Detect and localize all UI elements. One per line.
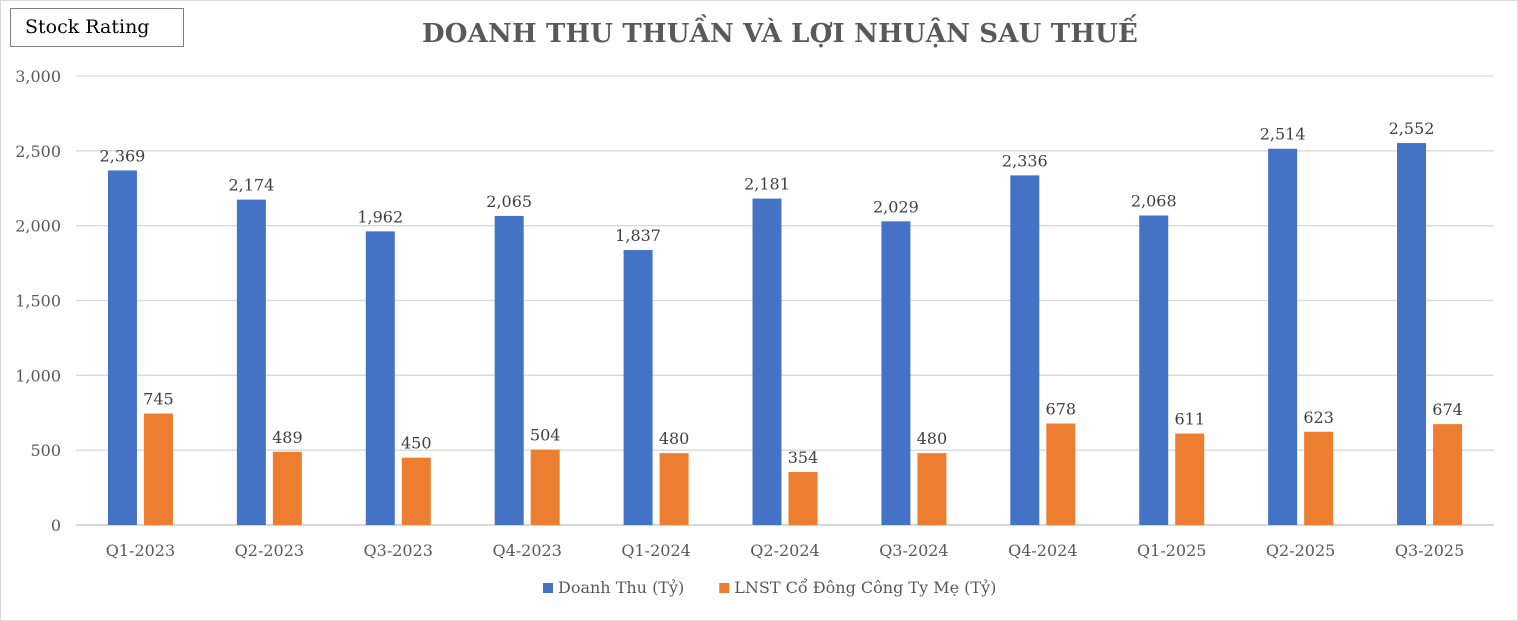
- legend-label: Doanh Thu (Tỷ): [558, 578, 684, 597]
- bar: [530, 449, 560, 525]
- bar: [401, 457, 431, 525]
- x-tick-label: Q3-2025: [1395, 541, 1464, 560]
- data-label: 2,181: [744, 175, 790, 194]
- bar: [1046, 423, 1076, 525]
- bar: [494, 215, 524, 525]
- bars: [107, 143, 1463, 526]
- data-label: 2,065: [486, 192, 532, 211]
- y-tick-label: 500: [30, 441, 61, 460]
- data-labels: 2,369 745 2,174 489 1,962 450 2,065 504 1,837 480…: [100, 119, 1463, 467]
- data-label: 504: [530, 426, 561, 445]
- chart-title: DOANH THU THUẦN VÀ LỢI NHUẬN SAU THUẾ: [422, 19, 1138, 49]
- data-label: 1,837: [615, 226, 661, 245]
- legend-swatch: [543, 583, 553, 593]
- x-tick-label: Q1-2023: [106, 541, 175, 560]
- x-tick-label: Q3-2024: [879, 541, 948, 560]
- bar: [1433, 424, 1463, 525]
- data-label: 1,962: [357, 207, 403, 226]
- data-label: 354: [788, 448, 819, 467]
- bar: [659, 453, 689, 525]
- data-label: 480: [917, 429, 948, 448]
- bar: [1175, 433, 1205, 525]
- x-tick-label: Q1-2024: [621, 541, 690, 560]
- y-tick-label: 2,000: [15, 217, 61, 236]
- x-tick-label: Q2-2023: [235, 541, 304, 560]
- y-tick-label: 1,500: [15, 292, 61, 311]
- data-label: 2,552: [1389, 119, 1435, 138]
- x-tick-label: Q2-2024: [750, 541, 819, 560]
- bar: [1268, 148, 1298, 525]
- y-tick-label: 2,500: [15, 142, 61, 161]
- data-label: 2,068: [1131, 191, 1177, 210]
- bar: [1397, 143, 1427, 525]
- bar: [365, 231, 395, 525]
- bar: [881, 221, 911, 525]
- bar: [107, 170, 137, 525]
- data-label: 2,029: [873, 197, 919, 216]
- x-tick-label: Q4-2023: [492, 541, 561, 560]
- gridlines: [76, 75, 1494, 526]
- bar: [752, 198, 782, 525]
- data-label: 480: [659, 429, 690, 448]
- data-label: 2,174: [228, 176, 274, 195]
- bar: [623, 250, 653, 526]
- legend-swatch: [719, 583, 730, 593]
- x-axis: Q1-2023 Q2-2023 Q3-2023 Q4-2023 Q1-2024 Q2-20…: [106, 541, 1465, 560]
- data-label: 2,369: [100, 146, 146, 165]
- data-label: 623: [1303, 408, 1334, 427]
- bar: [788, 472, 818, 525]
- y-tick-label: 0: [51, 516, 61, 535]
- data-label: 2,514: [1260, 125, 1306, 144]
- data-label: 611: [1174, 410, 1205, 429]
- x-tick-label: Q2-2025: [1266, 541, 1335, 560]
- y-tick-label: 1,000: [15, 366, 61, 385]
- bar: [1139, 215, 1169, 526]
- x-tick-label: Q4-2024: [1008, 541, 1077, 560]
- data-label: 678: [1046, 400, 1077, 419]
- x-tick-label: Q1-2025: [1137, 541, 1206, 560]
- data-label: 745: [143, 389, 174, 408]
- y-axis: 0 500 1,000 1,500 2,000 2,500 3,000: [15, 67, 61, 535]
- bar: [272, 451, 302, 525]
- data-label: 2,336: [1002, 151, 1048, 170]
- data-label: 674: [1432, 400, 1463, 419]
- x-tick-label: Q3-2023: [364, 541, 433, 560]
- bar: [1304, 431, 1334, 525]
- y-tick-label: 3,000: [15, 67, 61, 86]
- bar: [236, 199, 266, 525]
- legend-label: LNST Cổ Đông Công Ty Mẹ (Tỷ): [734, 578, 996, 597]
- data-label: 489: [272, 428, 303, 447]
- data-label: 450: [401, 434, 432, 453]
- bar: [1010, 175, 1040, 525]
- bar: [143, 413, 173, 525]
- bar: [917, 453, 947, 525]
- stock-rating-badge: Stock Rating: [10, 8, 184, 47]
- legend: Doanh Thu (Tỷ) LNST Cổ Đông Công Ty Mẹ (T…: [543, 578, 996, 597]
